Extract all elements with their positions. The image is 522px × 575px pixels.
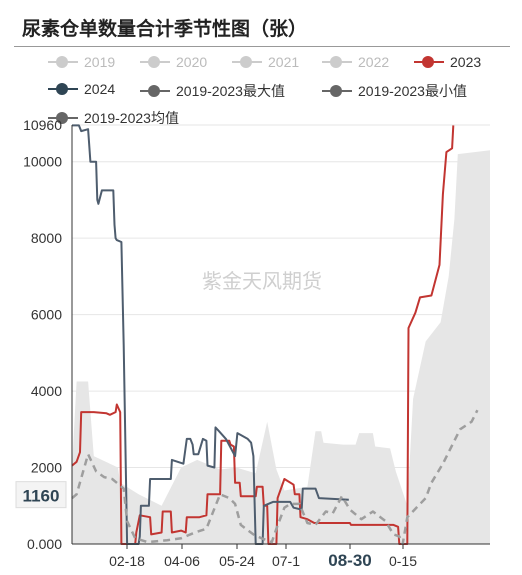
- y-tick-label: 10960: [23, 117, 62, 133]
- x-tick-label: 0-15: [389, 553, 417, 569]
- y-tick-label: 0.000: [27, 536, 62, 552]
- x-tick-label: 08-30: [328, 551, 371, 570]
- y-tick-label: 4000: [31, 383, 62, 399]
- y-tick-label: 8000: [31, 230, 62, 246]
- cursor-y-label: 1160: [23, 487, 60, 506]
- max-band-area: [72, 150, 490, 544]
- y-tick-label: 2000: [31, 460, 62, 476]
- max-min-band: [72, 150, 490, 544]
- x-tick-label: 02-18: [109, 553, 145, 569]
- cursor-readout: 1160: [16, 482, 66, 508]
- x-tick-label: 05-24: [219, 553, 255, 569]
- watermark: 紫金天风期货: [202, 269, 322, 293]
- y-tick-label: 10000: [23, 154, 62, 170]
- x-tick-label: 04-06: [164, 553, 200, 569]
- x-tick-label: 07-1: [272, 553, 300, 569]
- y-tick-label: 6000: [31, 307, 62, 323]
